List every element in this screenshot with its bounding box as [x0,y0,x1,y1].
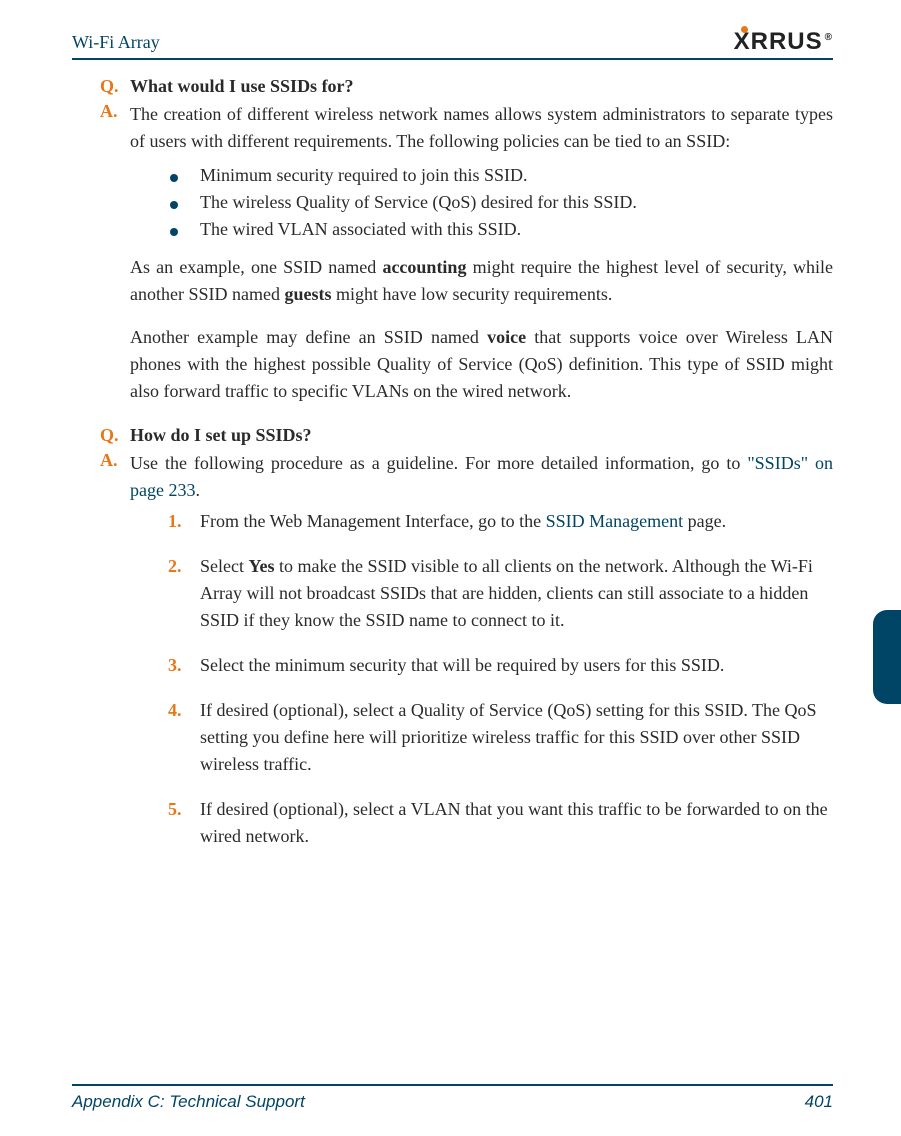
a-text-after: . [195,480,200,500]
bold-guests: guests [284,284,331,304]
xirrus-logo: X RRUS® [734,28,833,56]
step-text: Select Yes to make the SSID visible to a… [200,553,833,634]
para-text: might have low security requirements. [331,284,612,304]
step-number: 3. [168,652,200,679]
q-text: What would I use SSIDs for? [130,76,354,97]
step-number: 2. [168,553,200,580]
step-text: Select the minimum security that will be… [200,652,833,679]
q-label: Q. [100,76,130,97]
bold-voice: voice [487,327,526,347]
step-number: 4. [168,697,200,724]
list-item: The wired VLAN associated with this SSID… [170,219,833,240]
logo-rest: RRUS [751,28,823,55]
bullet-text: The wireless Quality of Service (QoS) de… [200,192,637,213]
list-item: The wireless Quality of Service (QoS) de… [170,192,833,213]
page-header: Wi-Fi Array X RRUS® [72,28,833,60]
question-line: Q. How do I set up SSIDs? [100,425,833,446]
a-label: A. [100,101,130,122]
para-text: Another example may define an SSID named [130,327,487,347]
step-number: 5. [168,796,200,823]
bullet-list: Minimum security required to join this S… [170,165,833,240]
bold-accounting: accounting [382,257,466,277]
step-after: to make the SSID visible to all clients … [200,556,813,630]
step-item: 2. Select Yes to make the SSID visible t… [168,553,833,634]
logo-text-before: X RRUS® [734,28,833,56]
step-item: 1. From the Web Management Interface, go… [168,508,833,535]
bullet-icon [170,201,178,209]
step-item: 5. If desired (optional), select a VLAN … [168,796,833,850]
question-line: Q. What would I use SSIDs for? [100,76,833,97]
bullet-text: The wired VLAN associated with this SSID… [200,219,521,240]
answer-line: A. Use the following procedure as a guid… [100,450,833,504]
numbered-steps: 1. From the Web Management Interface, go… [168,508,833,850]
a-label: A. [100,450,130,471]
a-text: Use the following procedure as a guideli… [130,450,833,504]
list-item: Minimum security required to join this S… [170,165,833,186]
q-text: How do I set up SSIDs? [130,425,312,446]
step-text: From the Web Management Interface, go to… [200,508,833,535]
bold-yes: Yes [248,556,274,576]
step-after: page. [683,511,726,531]
bullet-text: Minimum security required to join this S… [200,165,527,186]
q-label: Q. [100,425,130,446]
footer-page-number: 401 [805,1092,833,1112]
logo-x: X [734,28,751,56]
qa-block-2: Q. How do I set up SSIDs? A. Use the fol… [100,425,833,850]
a-text: The creation of different wireless netwo… [130,101,833,155]
side-tab-icon [873,610,901,704]
step-item: 4. If desired (optional), select a Quali… [168,697,833,778]
document-page: Wi-Fi Array X RRUS® Q. What would I use … [0,0,901,1136]
bullet-icon [170,174,178,182]
footer-appendix: Appendix C: Technical Support [72,1092,305,1112]
paragraph-example-2: Another example may define an SSID named… [130,324,833,405]
logo-dot-icon [741,26,748,33]
answer-line: A. The creation of different wireless ne… [100,101,833,155]
a-text-before: Use the following procedure as a guideli… [130,453,747,473]
para-text: As an example, one SSID named [130,257,382,277]
page-footer: Appendix C: Technical Support 401 [72,1084,833,1112]
step-item: 3. Select the minimum security that will… [168,652,833,679]
qa-block-1: Q. What would I use SSIDs for? A. The cr… [100,76,833,405]
step-number: 1. [168,508,200,535]
header-title: Wi-Fi Array [72,32,160,53]
paragraph-example-1: As an example, one SSID named accounting… [130,254,833,308]
ssid-management-link[interactable]: SSID Management [546,511,683,531]
step-text: If desired (optional), select a Quality … [200,697,833,778]
step-before: Select [200,556,248,576]
step-text: If desired (optional), select a VLAN tha… [200,796,833,850]
step-before: From the Web Management Interface, go to… [200,511,546,531]
bullet-icon [170,228,178,236]
logo-registered-icon: ® [825,32,833,43]
